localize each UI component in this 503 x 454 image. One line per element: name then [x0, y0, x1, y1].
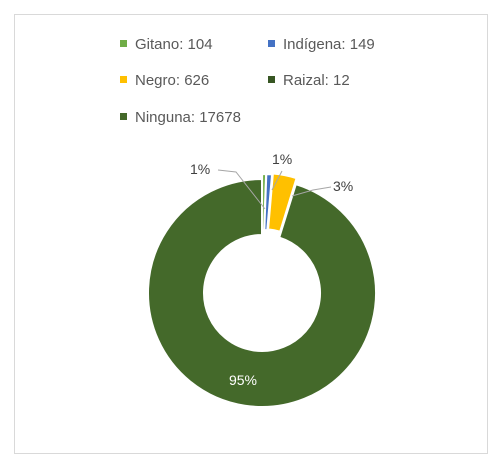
legend-swatch: [268, 76, 275, 83]
leader-lines: [217, 169, 332, 210]
legend-item: Negro: 626: [120, 72, 209, 89]
legend-swatch: [268, 40, 275, 47]
leader-line: [291, 186, 332, 197]
data-label: 1%: [190, 161, 210, 177]
legend-label: Negro: 626: [135, 72, 209, 89]
legend-swatch: [120, 40, 127, 47]
leader-line: [271, 170, 283, 191]
legend-label: Ninguna: 17678: [135, 109, 241, 126]
data-labels: 1% 3% 1% 95%: [190, 151, 353, 388]
legend-label: Indígena: 149: [283, 36, 375, 53]
doughnut-slices: [147, 172, 377, 408]
leader-line: [217, 169, 266, 210]
chart-legend: Gitano: 104 Indígena: 149 Negro: 626 Raizal…: [120, 36, 375, 126]
legend-label: Raizal: 12: [283, 72, 350, 89]
legend-item: Indígena: 149: [268, 36, 375, 53]
legend-item: Raizal: 12: [268, 72, 350, 89]
legend-item: Ninguna: 17678: [120, 109, 241, 126]
doughnut-slice: [147, 177, 377, 408]
data-label: 3%: [333, 178, 353, 194]
legend-label: Gitano: 104: [135, 36, 213, 53]
legend-item: Gitano: 104: [120, 36, 213, 53]
data-label: 95%: [229, 372, 257, 388]
legend-swatch: [120, 76, 127, 83]
data-label: 1%: [272, 151, 292, 167]
legend-swatch: [120, 113, 127, 120]
